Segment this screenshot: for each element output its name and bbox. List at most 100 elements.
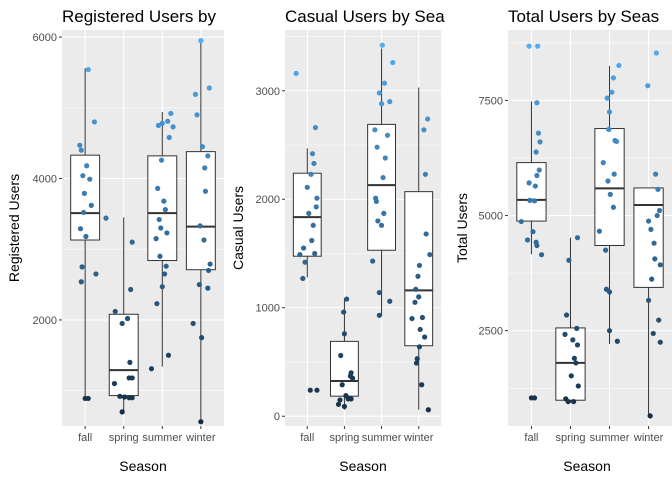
data-point — [77, 142, 83, 148]
x-tick-label: fall — [300, 432, 314, 444]
data-point — [384, 132, 391, 138]
data-point — [157, 253, 163, 259]
x-tick-label: fall — [78, 432, 92, 444]
data-point — [415, 273, 421, 279]
data-point — [304, 184, 310, 190]
data-point — [536, 167, 542, 173]
data-point — [297, 251, 303, 258]
data-point — [532, 183, 538, 189]
data-point — [163, 263, 169, 269]
data-point — [129, 375, 135, 381]
data-point — [422, 171, 428, 177]
x-axis-label: Season — [119, 458, 166, 474]
data-point — [335, 401, 342, 407]
data-point — [527, 197, 533, 203]
data-point — [341, 403, 348, 410]
data-point — [610, 75, 617, 81]
data-point — [412, 299, 418, 305]
chart-title: Casual Users by Sea — [285, 7, 445, 26]
data-point — [206, 85, 212, 91]
data-point — [202, 165, 208, 171]
box-iqr — [367, 123, 396, 251]
data-point — [199, 335, 205, 341]
data-point — [425, 407, 431, 413]
data-point — [538, 252, 545, 258]
y-axis-ticks: 0 1000 2000 3000 — [256, 86, 285, 423]
data-point — [312, 125, 319, 131]
data-point — [417, 326, 423, 333]
y-tick-label: 1000 — [256, 303, 280, 315]
data-point — [124, 315, 131, 322]
data-point — [207, 261, 213, 267]
data-point — [379, 42, 385, 48]
data-point — [194, 112, 200, 118]
data-point — [148, 366, 155, 372]
x-axis-label: Season — [563, 458, 610, 474]
data-point — [518, 218, 524, 225]
data-point — [121, 394, 128, 400]
data-point — [570, 337, 576, 343]
data-point — [427, 251, 433, 258]
panel-registered: 2000 4000 6000 fall spring summer winter Regi… — [6, 7, 224, 474]
data-point — [376, 90, 382, 96]
data-point — [337, 397, 343, 403]
data-point — [603, 247, 609, 253]
data-point — [610, 204, 617, 210]
data-point — [654, 212, 660, 219]
data-point — [129, 395, 135, 401]
y-axis-label: Total Users — [454, 193, 470, 263]
data-point — [390, 59, 396, 66]
data-point — [338, 352, 344, 359]
data-point — [196, 281, 202, 288]
data-point — [158, 225, 164, 231]
box-iqr — [330, 340, 359, 397]
data-point — [374, 144, 380, 150]
data-point — [190, 320, 196, 327]
x-tick-label: spring — [329, 432, 359, 444]
data-point — [83, 233, 89, 240]
data-point — [535, 43, 541, 49]
data-point — [344, 296, 350, 302]
data-point — [376, 312, 382, 318]
data-point — [199, 144, 205, 150]
data-point — [614, 338, 620, 344]
x-tick-label: spring — [109, 432, 139, 444]
data-point — [314, 195, 320, 201]
data-point — [611, 171, 617, 177]
data-point — [566, 257, 572, 263]
data-point — [378, 101, 385, 107]
data-point — [93, 271, 99, 277]
data-point — [616, 62, 622, 69]
data-point — [571, 355, 577, 361]
data-point — [604, 95, 610, 101]
data-point — [606, 289, 613, 295]
data-point — [419, 314, 426, 321]
data-point — [656, 317, 662, 323]
data-point — [129, 239, 135, 245]
data-point — [378, 222, 385, 228]
y-tick-label: 5000 — [479, 211, 503, 223]
box-iqr — [516, 162, 547, 222]
data-point — [117, 393, 123, 399]
data-point — [419, 382, 425, 388]
x-tick-label: fall — [524, 432, 538, 444]
data-point — [575, 383, 581, 389]
data-point — [562, 331, 568, 337]
data-point — [387, 99, 393, 105]
data-point — [119, 320, 125, 327]
data-point — [413, 360, 420, 366]
y-tick-label: 6000 — [33, 32, 57, 44]
data-point — [201, 237, 207, 243]
data-point — [159, 284, 165, 290]
boxplots — [292, 48, 434, 410]
jitter-points — [77, 38, 213, 425]
data-point — [607, 191, 613, 197]
data-point — [425, 116, 431, 122]
data-point — [128, 286, 134, 293]
data-point — [162, 271, 168, 277]
box-iqr — [594, 128, 625, 246]
data-point — [381, 80, 388, 86]
data-point — [609, 89, 615, 95]
data-point — [645, 297, 652, 303]
data-point — [413, 286, 419, 292]
